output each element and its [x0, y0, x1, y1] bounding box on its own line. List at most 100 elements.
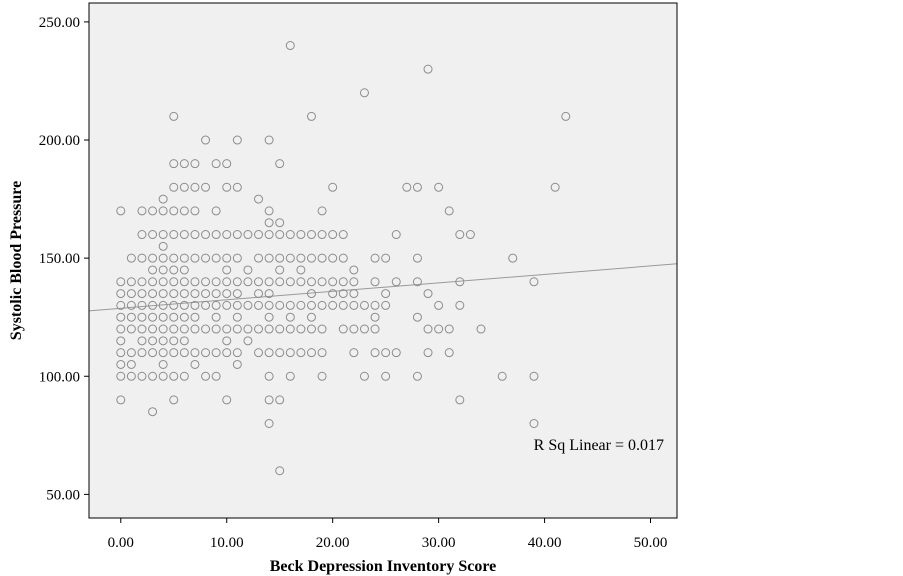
- data-point: [275, 230, 285, 240]
- scatter-points: [116, 41, 571, 476]
- data-point: [264, 230, 274, 240]
- data-point: [275, 218, 285, 228]
- data-point: [264, 218, 274, 228]
- x-axis-title: Beck Depression Inventory Score: [270, 558, 497, 575]
- data-point: [148, 371, 158, 381]
- data-point: [296, 230, 306, 240]
- data-point: [179, 348, 189, 358]
- data-point: [116, 348, 126, 358]
- data-point: [285, 253, 295, 263]
- data-point: [275, 348, 285, 358]
- data-point: [190, 159, 200, 169]
- data-point: [190, 230, 200, 240]
- data-point: [423, 348, 433, 358]
- data-point: [169, 206, 179, 216]
- data-point: [116, 289, 126, 299]
- data-point: [317, 324, 327, 334]
- data-point: [116, 206, 126, 216]
- data-point: [148, 300, 158, 310]
- data-point: [391, 348, 401, 358]
- data-point: [254, 348, 264, 358]
- data-point: [476, 324, 486, 334]
- data-point: [211, 312, 221, 322]
- data-point: [211, 300, 221, 310]
- data-point: [243, 265, 253, 275]
- data-point: [179, 265, 189, 275]
- data-point: [169, 265, 179, 275]
- data-point: [359, 88, 369, 98]
- data-point: [317, 206, 327, 216]
- data-point: [296, 300, 306, 310]
- data-point: [243, 336, 253, 346]
- data-point: [158, 371, 168, 381]
- data-point: [508, 253, 518, 263]
- data-point: [296, 348, 306, 358]
- data-point: [137, 253, 147, 263]
- data-point: [444, 324, 454, 334]
- data-point: [370, 300, 380, 310]
- plot-area: [89, 3, 677, 518]
- data-point: [116, 371, 126, 381]
- data-point: [402, 182, 412, 192]
- data-point: [243, 324, 253, 334]
- data-point: [232, 300, 242, 310]
- data-point: [465, 230, 475, 240]
- data-point: [254, 277, 264, 287]
- data-point: [211, 159, 221, 169]
- data-point: [148, 277, 158, 287]
- data-point: [169, 277, 179, 287]
- data-point: [158, 312, 168, 322]
- data-point: [116, 300, 126, 310]
- data-point: [306, 289, 316, 299]
- data-point: [169, 182, 179, 192]
- data-point: [126, 289, 136, 299]
- data-point: [126, 348, 136, 358]
- data-point: [169, 253, 179, 263]
- data-point: [137, 300, 147, 310]
- data-point: [370, 324, 380, 334]
- data-point: [264, 206, 274, 216]
- data-point: [169, 324, 179, 334]
- data-point: [126, 312, 136, 322]
- y-tick-label: 150.00: [39, 251, 80, 267]
- data-point: [211, 371, 221, 381]
- data-point: [338, 324, 348, 334]
- data-point: [179, 371, 189, 381]
- data-point: [254, 194, 264, 204]
- data-point: [254, 300, 264, 310]
- data-point: [137, 206, 147, 216]
- data-point: [201, 300, 211, 310]
- data-point: [275, 300, 285, 310]
- data-point: [169, 111, 179, 121]
- data-point: [349, 324, 359, 334]
- data-point: [148, 312, 158, 322]
- data-point: [179, 182, 189, 192]
- data-point: [328, 300, 338, 310]
- data-point: [328, 277, 338, 287]
- data-point: [211, 277, 221, 287]
- data-point: [381, 348, 391, 358]
- data-point: [349, 300, 359, 310]
- data-point: [190, 300, 200, 310]
- data-point: [148, 230, 158, 240]
- data-point: [317, 348, 327, 358]
- data-point: [434, 182, 444, 192]
- data-point: [169, 336, 179, 346]
- y-tick-label: 200.00: [39, 133, 80, 149]
- data-point: [296, 277, 306, 287]
- data-point: [264, 324, 274, 334]
- data-point: [423, 324, 433, 334]
- data-point: [201, 182, 211, 192]
- data-point: [275, 265, 285, 275]
- data-point: [370, 253, 380, 263]
- data-point: [222, 395, 232, 405]
- y-axis: 50.00 100.00 150.00 200.00 250.00: [39, 15, 89, 503]
- data-point: [328, 182, 338, 192]
- data-point: [169, 159, 179, 169]
- data-point: [148, 206, 158, 216]
- data-point: [275, 277, 285, 287]
- data-point: [264, 395, 274, 405]
- y-tick-label: 50.00: [46, 487, 80, 503]
- data-point: [391, 230, 401, 240]
